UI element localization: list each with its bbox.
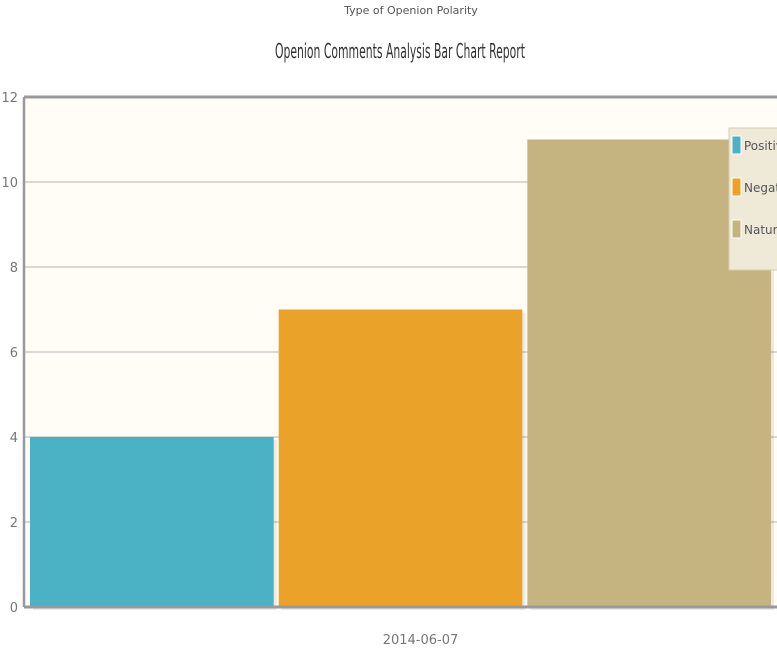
bar-positive[interactable] xyxy=(30,437,274,607)
y-tick-label: 0 xyxy=(10,601,18,616)
bar-negative[interactable] xyxy=(278,309,523,608)
legend-swatch-natural xyxy=(731,219,742,239)
chart-title: Openion Comments Analysis Bar Chart Repo… xyxy=(275,39,525,63)
legend-swatch-negative xyxy=(731,177,742,197)
bars xyxy=(30,139,774,610)
legend-label-natural: Natural xyxy=(744,223,777,237)
y-tick-label: 2 xyxy=(10,516,18,531)
chart-subtitle: Type of Openion Polarity xyxy=(343,4,478,17)
legend: Positive Negative Natural xyxy=(728,127,777,271)
x-tick-labels: 2014-06-07 xyxy=(383,633,459,648)
y-tick-label: 6 xyxy=(10,346,18,361)
y-tick-labels: 0 2 4 6 8 10 12 xyxy=(1,91,18,616)
legend-swatch-positive xyxy=(731,135,742,155)
y-tick-label: 8 xyxy=(10,261,18,276)
y-tick-label: 10 xyxy=(1,176,18,191)
axes xyxy=(22,95,777,609)
y-tick-label: 12 xyxy=(1,91,18,106)
x-tick-label: 2014-06-07 xyxy=(383,633,459,648)
legend-label-positive: Positive xyxy=(744,139,777,153)
legend-label-negative: Negative xyxy=(744,181,777,195)
y-tick-label: 4 xyxy=(10,431,18,446)
